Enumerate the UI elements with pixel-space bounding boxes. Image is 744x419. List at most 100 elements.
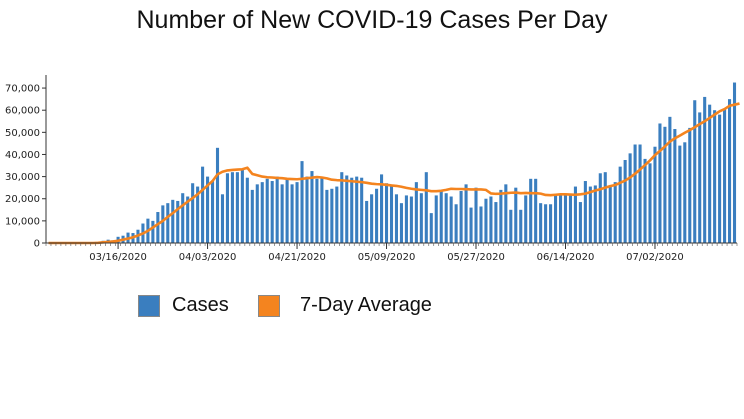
- cases-bar: [598, 173, 602, 243]
- cases-bar: [384, 183, 389, 243]
- cases-bar: [230, 172, 234, 243]
- cases-bar: [464, 184, 468, 243]
- cases-bar: [509, 209, 513, 243]
- cases-bar: [414, 182, 418, 243]
- cases-bar: [549, 204, 553, 243]
- cases-bar: [375, 188, 379, 243]
- cases-bar: [429, 213, 433, 243]
- cases-bar: [698, 112, 702, 243]
- cases-bar: [360, 177, 364, 243]
- cases-bar: [295, 182, 299, 243]
- y-tick-label: 10,000: [5, 216, 40, 227]
- cases-bar: [554, 195, 558, 243]
- cases-bar: [658, 123, 662, 243]
- cases-bar: [156, 212, 160, 243]
- cases-bar: [285, 178, 289, 243]
- legend-label-average: 7-Day Average: [300, 294, 432, 316]
- cases-bar: [568, 195, 573, 243]
- cases-bar: [320, 176, 324, 243]
- cases-bar: [479, 206, 483, 243]
- cases-bar: [210, 181, 215, 243]
- cases-bar: [260, 182, 264, 243]
- cases-bar: [449, 196, 453, 243]
- cases-bar: [419, 193, 423, 243]
- cases-bar: [578, 202, 582, 243]
- cases-bar: [171, 199, 175, 243]
- y-tick-label: 40,000: [5, 150, 40, 161]
- cases-bar: [399, 203, 403, 243]
- cases-bar: [201, 166, 205, 243]
- cases-bar: [454, 204, 458, 243]
- cases-bar: [683, 142, 687, 243]
- cases-bar: [350, 177, 354, 243]
- cases-bar: [673, 129, 677, 243]
- cases-bar: [225, 173, 229, 243]
- cases-bar: [290, 184, 294, 243]
- cases-bar: [265, 178, 269, 243]
- cases-bar: [544, 204, 548, 243]
- cases-bar: [519, 209, 523, 243]
- x-tick-label: 05/09/2020: [358, 252, 416, 263]
- cases-bar: [235, 172, 239, 243]
- cases-bar: [529, 178, 533, 243]
- cases-bar: [469, 207, 473, 243]
- y-tick-label: 0: [34, 239, 40, 250]
- cases-bar: [678, 145, 682, 243]
- cases-bar: [176, 200, 180, 243]
- cases-bar: [558, 195, 563, 243]
- cases-bar: [191, 183, 195, 243]
- chart-title: Number of New COVID-19 Cases Per Day: [136, 6, 608, 34]
- cases-bar: [668, 116, 672, 243]
- cases-bar: [713, 110, 717, 243]
- y-tick-label: 70,000: [5, 84, 40, 95]
- cases-bar: [215, 147, 220, 243]
- cases-bar: [583, 181, 587, 243]
- legend-swatch-cases: [138, 294, 160, 317]
- cases-bar: [365, 200, 369, 243]
- cases-bar: [280, 184, 284, 243]
- legend-item-cases: Cases: [138, 294, 229, 317]
- cases-bar: [300, 161, 304, 243]
- cases-bar: [424, 172, 428, 243]
- legend-label-cases: Cases: [172, 294, 229, 316]
- cases-bar: [151, 220, 155, 243]
- cases-bar: [648, 163, 652, 243]
- cases-bar: [444, 193, 448, 243]
- cases-bar: [206, 176, 210, 243]
- cases-bar: [688, 127, 692, 243]
- cases-bar: [732, 82, 737, 244]
- cases-bar: [593, 185, 597, 243]
- y-tick-label: 30,000: [5, 172, 40, 183]
- cases-bar: [628, 153, 632, 243]
- cases-bar: [499, 189, 503, 243]
- x-tick-label: 03/16/2020: [89, 252, 147, 263]
- y-tick-label: 20,000: [5, 194, 40, 205]
- cases-bar: [459, 190, 463, 243]
- cases-bar: [345, 175, 349, 243]
- cases-bar: [186, 196, 190, 243]
- cases-bar: [335, 186, 339, 243]
- cases-bar: [603, 172, 607, 243]
- cases-bar: [613, 182, 617, 243]
- x-tick-label: 06/14/2020: [537, 252, 595, 263]
- cases-bar: [325, 189, 329, 243]
- cases-bar: [355, 176, 359, 243]
- cases-bar: [494, 202, 498, 243]
- cases-bar: [394, 194, 399, 243]
- cases-bar: [514, 187, 518, 243]
- cases-bar: [310, 171, 314, 243]
- x-tick-label: 07/02/2020: [626, 252, 684, 263]
- x-tick-label: 05/27/2020: [447, 252, 505, 263]
- cases-bars: [96, 82, 737, 244]
- legend-swatch-average: [258, 294, 280, 317]
- cases-bar: [305, 176, 309, 243]
- x-axis: 03/16/2020 04/03/2020 04/21/2020 05/09/2020…: [45, 242, 738, 263]
- cases-bar: [728, 99, 732, 243]
- cases-bar: [389, 185, 394, 243]
- cases-bar: [588, 186, 592, 243]
- cases-bar: [703, 96, 707, 243]
- y-axis: 0 10,000 20,000 30,000 40,000 50,000 60,000 70,…: [5, 75, 47, 250]
- cases-bar: [404, 195, 408, 243]
- cases-bar: [166, 203, 170, 243]
- average-line: [48, 102, 740, 245]
